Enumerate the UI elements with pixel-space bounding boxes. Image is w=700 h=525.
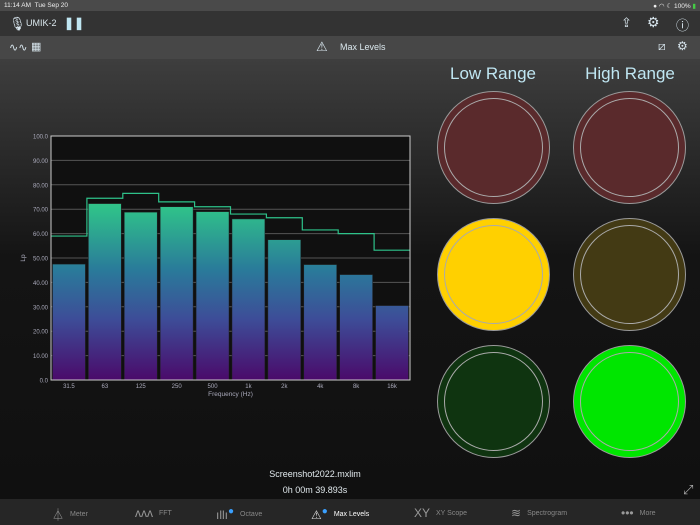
x-tick-label: 8k bbox=[353, 384, 360, 390]
plot-border bbox=[50, 135, 411, 381]
bar-8k bbox=[339, 274, 373, 381]
battery-icon: ▮ bbox=[692, 3, 696, 10]
tab-fft[interactable]: ʌʌʌ FFT bbox=[135, 506, 172, 520]
octave-icon: ıllı● bbox=[216, 506, 235, 522]
warning-icon: ⚠● bbox=[311, 506, 328, 522]
bar-2k bbox=[267, 239, 302, 381]
max-levels-chart: 0.0 10.00 20.00 30.00 40.00 50.00 60.00 70.00 80… bbox=[20, 135, 411, 398]
view-settings-icon[interactable]: ⚙ bbox=[677, 39, 688, 53]
warning-icon: ⚠ bbox=[316, 39, 328, 54]
device-name[interactable]: UMIK-2 bbox=[26, 18, 57, 28]
x-tick-label: 1k bbox=[245, 384, 252, 390]
y-tick-label: 70.00 bbox=[33, 208, 49, 214]
tab-more[interactable]: ••• More bbox=[621, 506, 656, 520]
y-tick-label: 80.00 bbox=[33, 183, 49, 189]
bar-1k bbox=[231, 218, 266, 381]
flask-icon: ⏃ bbox=[52, 508, 65, 522]
bar-63 bbox=[88, 203, 122, 381]
bar-31.5 bbox=[52, 263, 86, 381]
low-range-indicator-2 bbox=[437, 345, 550, 458]
tab-max-levels[interactable]: ⚠● Max Levels bbox=[311, 506, 370, 522]
info-icon[interactable]: ⓘ bbox=[676, 18, 690, 33]
wifi-icon: ● ◠ ☾ bbox=[653, 3, 673, 10]
graph-icon[interactable]: ⧄ bbox=[658, 39, 666, 53]
x-axis-label: Frequency (Hz) bbox=[208, 391, 253, 398]
microphone-icon[interactable]: 🎙︎ bbox=[9, 16, 26, 31]
y-tick-label: 10.00 bbox=[33, 354, 49, 360]
sub-toolbar: ∿∿ ▦ ⚠ Max Levels ⧄ ⚙ bbox=[0, 36, 700, 59]
bar-250 bbox=[159, 206, 194, 381]
x-tick-label: 125 bbox=[136, 384, 147, 390]
low-range-label: Low Range bbox=[449, 64, 536, 83]
fullscreen-icon[interactable]: ⤢ bbox=[683, 482, 694, 497]
recording-elapsed: 0h 00m 39.893s bbox=[282, 485, 348, 495]
battery-level: 100% bbox=[673, 3, 691, 10]
max-level-line bbox=[51, 192, 410, 251]
tab-meter[interactable]: ⏃ Meter bbox=[52, 508, 88, 522]
tab-bar: ⏃ Meter ʌʌʌ FFT ıllı● Octave ⚠● Max Levels X… bbox=[0, 499, 700, 525]
status-bar: 11:14 AM Tue Sep 20 ● ◠ ☾ 100% ▮ bbox=[0, 0, 700, 11]
x-tick-label: 250 bbox=[172, 384, 183, 390]
pause-button[interactable]: ❚❚ bbox=[64, 16, 85, 30]
high-range-indicator-0 bbox=[573, 91, 686, 204]
y-tick-label: 90.00 bbox=[33, 159, 49, 165]
bar-4k bbox=[303, 264, 337, 381]
xy-icon: XY bbox=[414, 506, 431, 520]
y-tick-label: 0.0 bbox=[40, 379, 49, 385]
recording-filename: Screenshot2022.mxlim bbox=[269, 469, 361, 479]
low-range-indicator-1 bbox=[437, 218, 550, 331]
y-tick-label: 40.00 bbox=[33, 281, 49, 287]
low-range-indicator-0 bbox=[437, 91, 550, 204]
spectrogram-icon: ≋ bbox=[511, 506, 522, 520]
high-range-label: High Range bbox=[585, 64, 675, 83]
bar-500 bbox=[195, 211, 230, 381]
high-range-indicator-2 bbox=[573, 345, 686, 458]
y-tick-label: 100.0 bbox=[33, 135, 49, 141]
share-icon[interactable]: ⇪ bbox=[621, 15, 632, 30]
tab-spectrogram[interactable]: ≋ Spectrogram bbox=[511, 506, 568, 520]
calibration-file-icon[interactable]: ▦ bbox=[31, 41, 42, 53]
x-tick-label: 31.5 bbox=[63, 384, 75, 390]
more-icon: ••• bbox=[621, 506, 634, 520]
x-tick-label: 4k bbox=[317, 384, 324, 390]
y-axis-label: Lp bbox=[20, 254, 27, 262]
tab-octave[interactable]: ıllı● Octave bbox=[216, 506, 263, 522]
status-date: Tue Sep 20 bbox=[34, 2, 68, 9]
bar-16k bbox=[375, 305, 409, 381]
top-toolbar: 🎙︎ UMIK-2 ❚❚ ⇪ ⚙ ⓘ bbox=[0, 11, 700, 36]
y-tick-label: 30.00 bbox=[33, 305, 49, 311]
y-tick-label: 50.00 bbox=[33, 257, 49, 263]
status-time: 11:14 AM bbox=[4, 2, 31, 9]
fft-icon: ʌʌʌ bbox=[135, 506, 153, 520]
x-tick-label: 16k bbox=[387, 384, 398, 390]
x-tick-label: 2k bbox=[281, 384, 288, 390]
high-range-indicator-1 bbox=[573, 218, 686, 331]
tab-xy-scope[interactable]: XY XY Scope bbox=[414, 506, 468, 520]
bar-125 bbox=[124, 211, 158, 381]
y-tick-label: 60.00 bbox=[33, 232, 49, 238]
y-tick-label: 20.00 bbox=[33, 330, 49, 336]
view-title: Max Levels bbox=[340, 42, 386, 52]
x-tick-label: 63 bbox=[102, 384, 109, 390]
settings-icon[interactable]: ⚙ bbox=[647, 14, 660, 30]
x-tick-label: 500 bbox=[208, 384, 219, 390]
waveform-icon[interactable]: ∿∿ bbox=[9, 42, 28, 54]
